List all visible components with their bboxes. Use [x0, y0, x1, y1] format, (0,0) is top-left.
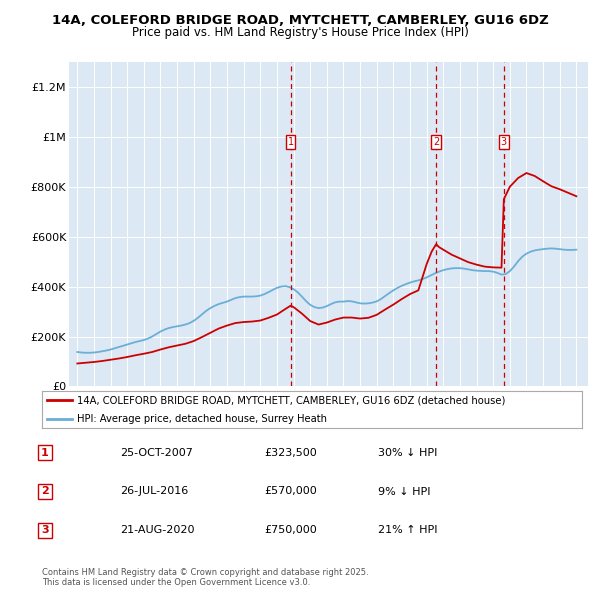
Text: 25-OCT-2007: 25-OCT-2007 [120, 448, 193, 457]
Text: 26-JUL-2016: 26-JUL-2016 [120, 487, 188, 496]
Text: 30% ↓ HPI: 30% ↓ HPI [378, 448, 437, 457]
Text: 2: 2 [433, 137, 439, 147]
Text: 1: 1 [41, 448, 49, 457]
Text: 1: 1 [287, 137, 293, 147]
Text: 3: 3 [501, 137, 507, 147]
Text: 21-AUG-2020: 21-AUG-2020 [120, 526, 194, 535]
Text: 9% ↓ HPI: 9% ↓ HPI [378, 487, 431, 496]
Text: 2: 2 [41, 487, 49, 496]
Text: £750,000: £750,000 [264, 526, 317, 535]
Text: 3: 3 [41, 526, 49, 535]
Text: 14A, COLEFORD BRIDGE ROAD, MYTCHETT, CAMBERLEY, GU16 6DZ (detached house): 14A, COLEFORD BRIDGE ROAD, MYTCHETT, CAM… [77, 395, 505, 405]
Text: Contains HM Land Registry data © Crown copyright and database right 2025.
This d: Contains HM Land Registry data © Crown c… [42, 568, 368, 587]
Text: HPI: Average price, detached house, Surrey Heath: HPI: Average price, detached house, Surr… [77, 414, 327, 424]
Text: Price paid vs. HM Land Registry's House Price Index (HPI): Price paid vs. HM Land Registry's House … [131, 26, 469, 39]
Text: 14A, COLEFORD BRIDGE ROAD, MYTCHETT, CAMBERLEY, GU16 6DZ: 14A, COLEFORD BRIDGE ROAD, MYTCHETT, CAM… [52, 14, 548, 27]
Text: £570,000: £570,000 [264, 487, 317, 496]
Text: £323,500: £323,500 [264, 448, 317, 457]
Text: 21% ↑ HPI: 21% ↑ HPI [378, 526, 437, 535]
